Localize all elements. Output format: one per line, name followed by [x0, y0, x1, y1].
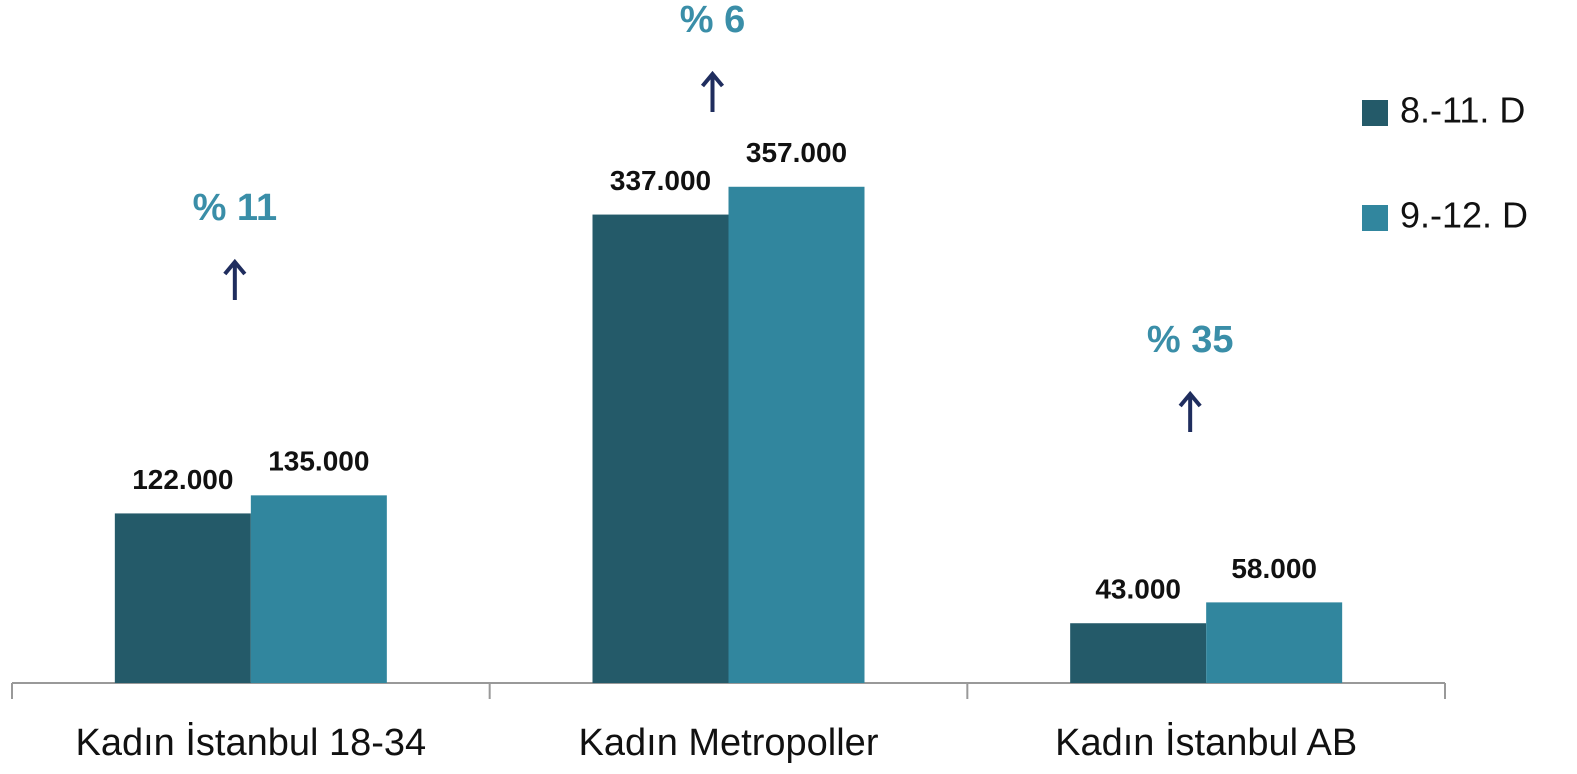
x-tick-label: Kadın Metropoller	[579, 722, 879, 764]
legend-label: 8.-11. D	[1400, 90, 1525, 131]
arrow	[1178, 390, 1202, 432]
bar	[728, 186, 865, 683]
annotation: % 11	[193, 187, 278, 229]
bar	[114, 513, 251, 683]
arrow	[700, 70, 725, 112]
bar	[250, 495, 387, 683]
data-label: 357.000	[746, 137, 847, 168]
x-tick-label: Kadın İstanbul AB	[1055, 721, 1357, 764]
data-label: 122.000	[132, 464, 233, 495]
legend-swatch	[1362, 205, 1388, 231]
bar	[592, 214, 729, 683]
legend-label: 9.-12. D	[1400, 195, 1528, 236]
data-label: 58.000	[1231, 553, 1317, 584]
data-label: 43.000	[1095, 574, 1181, 605]
data-label: 337.000	[610, 165, 711, 196]
bar	[1070, 623, 1207, 683]
x-tick-label: Kadın İstanbul 18-34	[75, 721, 426, 764]
annotation: % 35	[1147, 319, 1234, 361]
legend-swatch	[1362, 100, 1388, 126]
data-label: 135.000	[268, 446, 369, 477]
bar	[1206, 602, 1343, 683]
arrow	[223, 258, 247, 300]
annotation: % 6	[680, 0, 745, 41]
